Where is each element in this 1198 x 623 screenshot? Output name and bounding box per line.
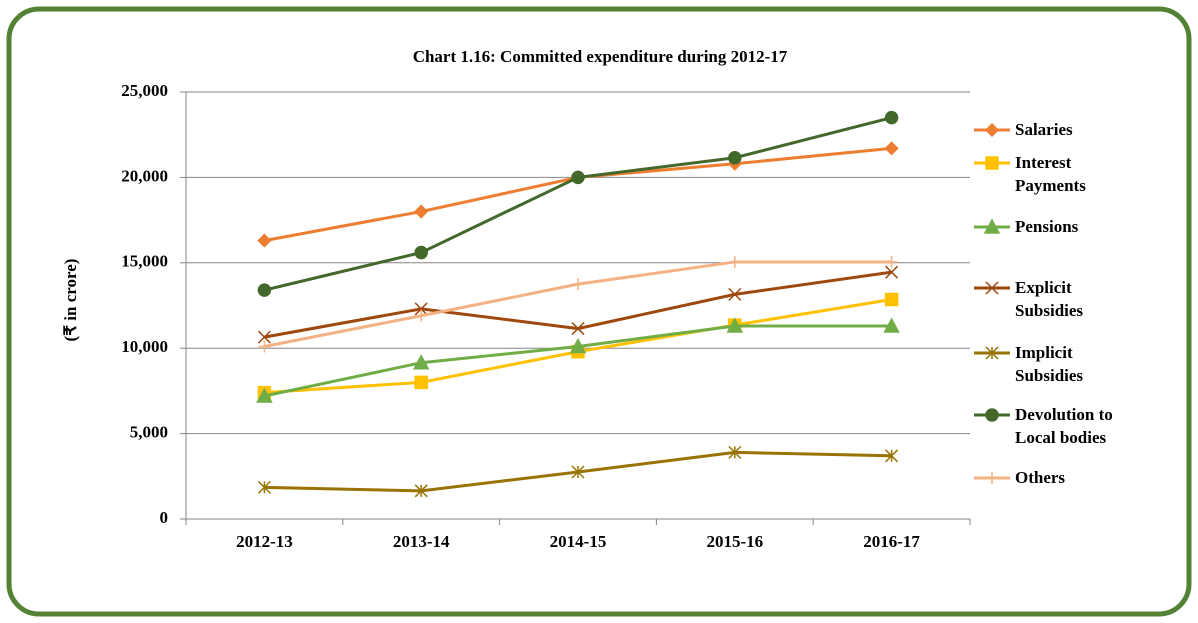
marker bbox=[414, 375, 428, 390]
marker bbox=[257, 233, 272, 248]
marker bbox=[884, 141, 899, 156]
marker bbox=[569, 337, 587, 354]
marker bbox=[885, 449, 899, 463]
marker bbox=[728, 287, 742, 301]
legend-label: Pensions bbox=[1015, 217, 1079, 236]
marker bbox=[885, 255, 898, 268]
marker bbox=[571, 170, 585, 185]
marker bbox=[572, 278, 584, 291]
marker bbox=[415, 309, 428, 322]
marker bbox=[884, 110, 899, 125]
x-tick-label: 2016-17 bbox=[863, 532, 920, 551]
legend-label: Interest Payments bbox=[1015, 153, 1086, 195]
y-tick-label: 20,000 bbox=[121, 166, 168, 185]
legend-label: Implicit Subsidies bbox=[1015, 343, 1084, 385]
chart-title: Chart 1.16: Committed expenditure during… bbox=[413, 47, 788, 66]
marker bbox=[728, 151, 742, 165]
y-axis-label: (₹ in crore) bbox=[61, 259, 80, 342]
x-tick-label: 2012-13 bbox=[236, 532, 293, 551]
marker bbox=[983, 218, 1001, 234]
y-tick-label: 10,000 bbox=[121, 337, 168, 356]
marker bbox=[885, 265, 899, 279]
x-tick-label: 2015-16 bbox=[706, 532, 763, 551]
y-tick-label: 15,000 bbox=[121, 252, 168, 271]
marker bbox=[985, 281, 999, 295]
marker bbox=[257, 330, 271, 344]
y-tick-label: 25,000 bbox=[121, 81, 168, 100]
marker bbox=[985, 408, 999, 422]
marker bbox=[414, 484, 428, 498]
marker bbox=[258, 340, 271, 353]
legend-label: Salaries bbox=[1015, 120, 1073, 139]
marker bbox=[256, 387, 273, 403]
marker bbox=[728, 255, 741, 268]
marker bbox=[257, 283, 272, 297]
marker bbox=[571, 322, 585, 336]
marker bbox=[884, 292, 899, 307]
marker bbox=[414, 245, 428, 260]
marker bbox=[257, 480, 271, 494]
marker bbox=[571, 465, 585, 479]
marker bbox=[986, 472, 998, 484]
y-tick-label: 5,000 bbox=[130, 423, 168, 442]
marker bbox=[414, 204, 429, 219]
marker bbox=[414, 302, 428, 316]
y-tick-label: 0 bbox=[160, 508, 169, 527]
legend-label: Others bbox=[1015, 468, 1066, 487]
frame bbox=[6, 6, 1192, 617]
marker bbox=[985, 346, 999, 360]
legend-label: Devolution to Local bodies bbox=[1015, 405, 1113, 447]
legend-label: Explicit Subsidies bbox=[1015, 278, 1084, 320]
x-tick-label: 2014-15 bbox=[550, 532, 607, 551]
x-tick-label: 2013-14 bbox=[393, 532, 450, 551]
marker bbox=[728, 445, 742, 459]
marker bbox=[984, 122, 1000, 138]
marker bbox=[985, 156, 999, 170]
marker bbox=[726, 317, 744, 333]
marker bbox=[412, 354, 430, 370]
marker bbox=[883, 317, 900, 333]
